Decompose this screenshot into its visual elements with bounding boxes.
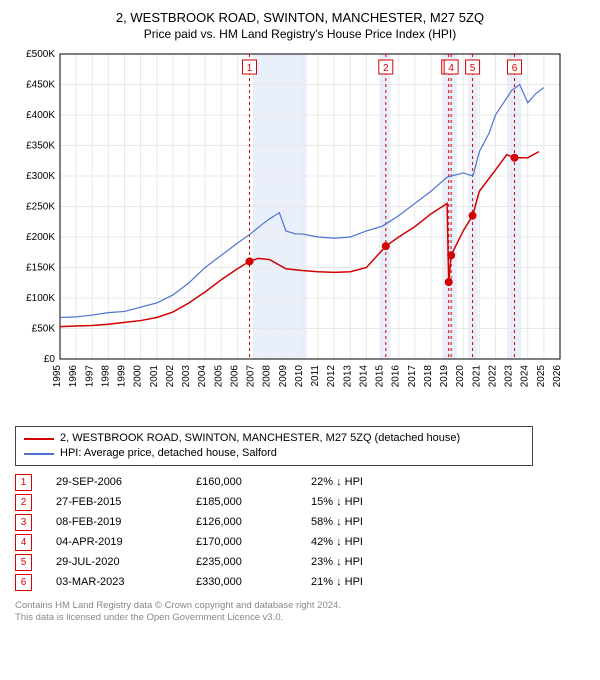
tx-date: 29-SEP-2006 [56, 476, 196, 488]
tx-price: £160,000 [196, 476, 311, 488]
footer-line1: Contains HM Land Registry data © Crown c… [15, 600, 585, 612]
tx-date: 27-FEB-2015 [56, 496, 196, 508]
legend-row: HPI: Average price, detached house, Salf… [24, 446, 524, 461]
x-tick-label: 1999 [117, 365, 128, 388]
x-tick-label: 2005 [213, 365, 224, 388]
x-tick-label: 2019 [439, 365, 450, 388]
y-tick-label: £250K [26, 202, 55, 213]
transactions-table: 1 29-SEP-2006£160,00022% ↓ HPI 2 27-FEB-201… [15, 472, 585, 592]
x-tick-label: 2023 [504, 365, 515, 388]
tx-index-box: 6 [15, 574, 32, 591]
y-tick-label: £100K [26, 293, 55, 304]
x-tick-label: 1995 [52, 365, 63, 388]
y-tick-label: £500K [26, 49, 55, 60]
x-tick-label: 2017 [407, 365, 418, 388]
table-row: 4 04-APR-2019£170,00042% ↓ HPI [15, 532, 585, 552]
x-tick-label: 1996 [68, 365, 79, 388]
x-tick-label: 2014 [358, 365, 369, 388]
legend-label: 2, WESTBROOK ROAD, SWINTON, MANCHESTER, … [60, 431, 460, 446]
tx-index-box: 4 [15, 534, 32, 551]
x-tick-label: 2022 [487, 365, 498, 388]
sale-dot [246, 257, 254, 265]
sale-dot [445, 278, 453, 286]
legend-swatch [24, 453, 54, 455]
table-row: 3 08-FEB-2019£126,00058% ↓ HPI [15, 512, 585, 532]
page-subtitle: Price paid vs. HM Land Registry's House … [15, 27, 585, 41]
tx-date: 08-FEB-2019 [56, 516, 196, 528]
x-tick-label: 2003 [181, 365, 192, 388]
tx-delta: 15% ↓ HPI [311, 496, 411, 508]
tx-price: £126,000 [196, 516, 311, 528]
y-tick-label: £50K [32, 324, 56, 335]
y-tick-label: £150K [26, 263, 55, 274]
tx-index-box: 5 [15, 554, 32, 571]
sale-label-num: 4 [448, 63, 454, 74]
table-row: 6 03-MAR-2023£330,00021% ↓ HPI [15, 572, 585, 592]
x-tick-label: 2008 [262, 365, 273, 388]
y-tick-label: £300K [26, 171, 55, 182]
x-tick-label: 2010 [294, 365, 305, 388]
x-tick-label: 2015 [375, 365, 386, 388]
x-tick-label: 2018 [423, 365, 434, 388]
x-tick-label: 2006 [229, 365, 240, 388]
tx-index-box: 1 [15, 474, 32, 491]
x-tick-label: 2024 [520, 365, 531, 388]
x-tick-label: 1998 [100, 365, 111, 388]
y-tick-label: £450K [26, 80, 55, 91]
tx-date: 03-MAR-2023 [56, 576, 196, 588]
y-tick-label: £0 [44, 354, 56, 365]
sale-dot [511, 154, 519, 162]
footer-line2: This data is licensed under the Open Gov… [15, 612, 585, 624]
sale-label-num: 1 [247, 63, 253, 74]
legend-label: HPI: Average price, detached house, Salf… [60, 446, 277, 461]
sale-dot [382, 242, 390, 250]
x-tick-label: 2020 [455, 365, 466, 388]
tx-date: 29-JUL-2020 [56, 556, 196, 568]
x-tick-label: 2025 [536, 365, 547, 388]
sale-label-num: 5 [470, 63, 476, 74]
x-tick-label: 2012 [326, 365, 337, 388]
tx-index-box: 2 [15, 494, 32, 511]
page-title: 2, WESTBROOK ROAD, SWINTON, MANCHESTER, … [15, 10, 585, 25]
legend-swatch [24, 438, 54, 440]
tx-price: £330,000 [196, 576, 311, 588]
tx-delta: 21% ↓ HPI [311, 576, 411, 588]
table-row: 1 29-SEP-2006£160,00022% ↓ HPI [15, 472, 585, 492]
x-tick-label: 2000 [133, 365, 144, 388]
x-tick-label: 2009 [278, 365, 289, 388]
x-tick-label: 1997 [84, 365, 95, 388]
table-row: 2 27-FEB-2015£185,00015% ↓ HPI [15, 492, 585, 512]
y-tick-label: £200K [26, 232, 55, 243]
tx-date: 04-APR-2019 [56, 536, 196, 548]
x-tick-label: 2016 [391, 365, 402, 388]
sale-dot [447, 251, 455, 259]
tx-delta: 22% ↓ HPI [311, 476, 411, 488]
y-tick-label: £400K [26, 110, 55, 121]
tx-price: £185,000 [196, 496, 311, 508]
legend: 2, WESTBROOK ROAD, SWINTON, MANCHESTER, … [15, 426, 533, 466]
tx-price: £235,000 [196, 556, 311, 568]
x-tick-label: 2013 [342, 365, 353, 388]
footer: Contains HM Land Registry data © Crown c… [15, 600, 585, 624]
x-tick-label: 2007 [246, 365, 257, 388]
table-row: 5 29-JUL-2020£235,00023% ↓ HPI [15, 552, 585, 572]
legend-row: 2, WESTBROOK ROAD, SWINTON, MANCHESTER, … [24, 431, 524, 446]
x-tick-label: 2021 [471, 365, 482, 388]
sale-dot [469, 212, 477, 220]
tx-delta: 58% ↓ HPI [311, 516, 411, 528]
x-tick-label: 2011 [310, 365, 321, 387]
tx-delta: 42% ↓ HPI [311, 536, 411, 548]
x-tick-label: 2001 [149, 365, 160, 388]
sale-label-num: 2 [383, 63, 389, 74]
x-tick-label: 2026 [552, 365, 563, 388]
price-chart: £0 £50K £100K £150K £200K £250K £300K £350K £400… [15, 46, 575, 416]
tx-price: £170,000 [196, 536, 311, 548]
x-tick-label: 2002 [165, 365, 176, 388]
y-tick-label: £350K [26, 141, 55, 152]
tx-index-box: 3 [15, 514, 32, 531]
x-tick-label: 2004 [197, 365, 208, 388]
sale-label-num: 6 [512, 63, 518, 74]
tx-delta: 23% ↓ HPI [311, 556, 411, 568]
